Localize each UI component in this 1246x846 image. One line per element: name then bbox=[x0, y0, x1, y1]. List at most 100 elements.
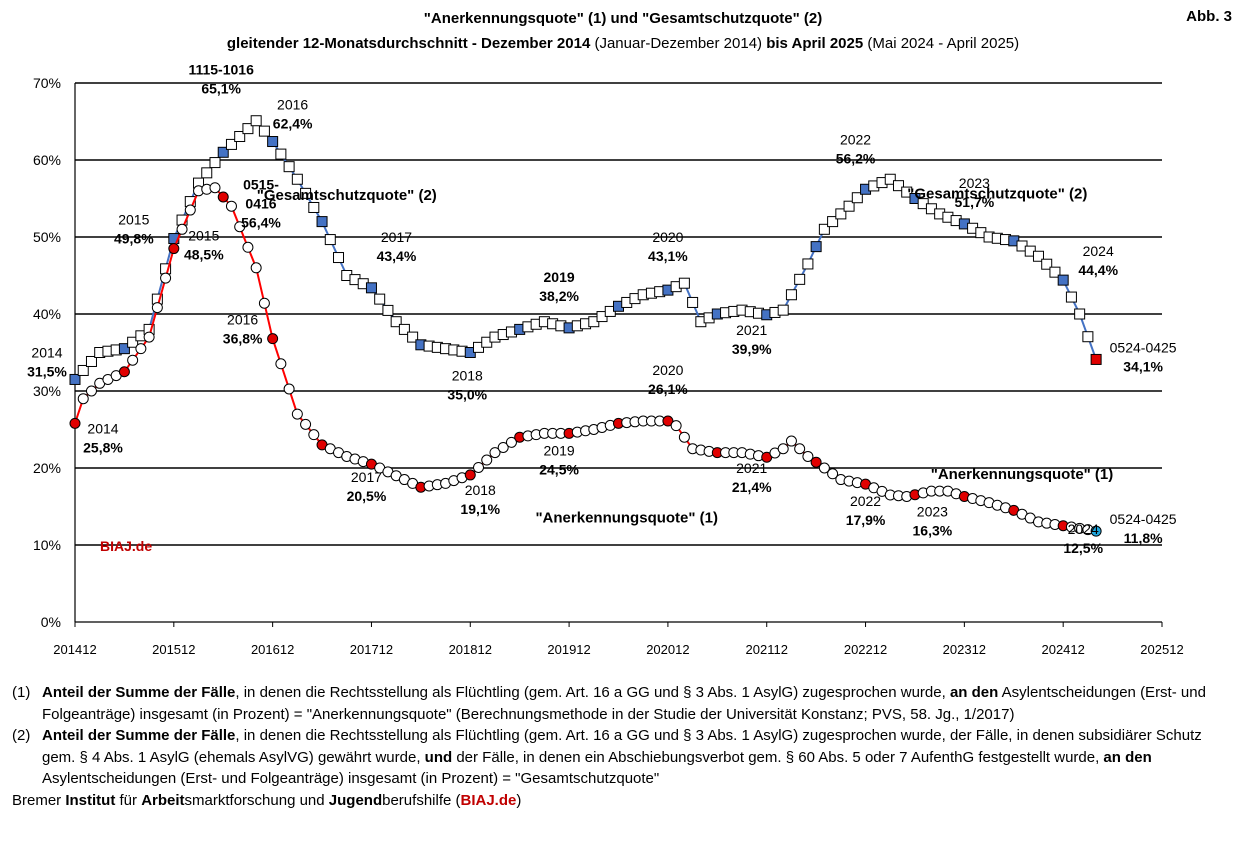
y-tick-label: 20% bbox=[33, 460, 61, 476]
data-point bbox=[333, 252, 345, 264]
x-tick-label: 201712 bbox=[350, 642, 393, 657]
y-tick-label: 10% bbox=[33, 537, 61, 553]
footer-text-part: smarktforschung und bbox=[184, 791, 329, 809]
data-point bbox=[901, 186, 913, 198]
data-point bbox=[291, 408, 303, 420]
data-point bbox=[827, 468, 839, 480]
data-point bbox=[794, 443, 806, 455]
data-label: 2024 44,4% bbox=[1078, 243, 1118, 278]
data-point bbox=[209, 157, 221, 169]
line-chart: 0% 10% 20% 30% 40% 50% 60% 70% 201412 201512 20161… bbox=[27, 62, 1184, 657]
data-point bbox=[300, 187, 312, 199]
data-label: 2017 43,4% bbox=[377, 229, 417, 264]
footnote-text-part: und bbox=[424, 748, 453, 766]
data-point bbox=[464, 469, 476, 481]
subtitle-part: bis April 2025 bbox=[766, 35, 864, 52]
footnotes: (1) Anteil der Summe der Fälle, in denen … bbox=[12, 682, 1232, 811]
data-point bbox=[827, 216, 839, 228]
data-point bbox=[802, 450, 814, 462]
data-point bbox=[678, 277, 690, 289]
data-point bbox=[118, 366, 130, 378]
watermark: BIAJ.de bbox=[100, 538, 152, 554]
data-label: 2018 19,1% bbox=[460, 482, 500, 517]
data-point bbox=[250, 115, 262, 127]
data-point bbox=[810, 456, 822, 468]
x-tick-label: 202112 bbox=[746, 642, 788, 657]
data-point bbox=[250, 262, 262, 274]
data-point bbox=[267, 136, 279, 148]
data-point bbox=[118, 343, 130, 355]
x-tick-label: 201412 bbox=[53, 642, 96, 657]
data-point bbox=[85, 355, 97, 367]
data-point bbox=[365, 282, 377, 294]
footnote-text-part: , in denen die Rechtsstellung als Flücht… bbox=[235, 684, 950, 701]
footnote-text: Anteil der Summe der Fälle, in denen die… bbox=[42, 682, 1232, 725]
data-point bbox=[316, 216, 328, 228]
data-point bbox=[1057, 274, 1069, 286]
footer-text-part: BIAJ.de bbox=[460, 791, 517, 809]
data-point bbox=[785, 435, 797, 447]
data-point bbox=[291, 173, 303, 185]
data-point bbox=[818, 223, 830, 235]
data-point bbox=[258, 297, 270, 309]
data-point bbox=[143, 331, 155, 343]
data-point bbox=[168, 243, 180, 255]
x-tick-label: 202412 bbox=[1041, 642, 1084, 657]
footer-text-part: Jugend bbox=[328, 791, 383, 809]
data-point bbox=[242, 241, 254, 253]
data-point bbox=[1090, 353, 1102, 365]
x-tick-label: 201912 bbox=[547, 642, 590, 657]
data-label: 2020 43,1% bbox=[648, 229, 688, 264]
data-point bbox=[300, 418, 312, 430]
footer-source: Bremer Institut für Arbeitsmarktforschun… bbox=[12, 790, 1232, 812]
data-point bbox=[818, 462, 830, 474]
data-point bbox=[398, 323, 410, 335]
data-point bbox=[267, 333, 279, 345]
data-point bbox=[225, 200, 237, 212]
data-label: 2021 39,9% bbox=[732, 322, 772, 357]
data-point bbox=[1074, 308, 1086, 320]
data-point bbox=[835, 208, 847, 220]
data-point bbox=[201, 167, 213, 179]
data-label: 2016 36,8% bbox=[223, 312, 263, 347]
data-point bbox=[225, 138, 237, 150]
data-point bbox=[802, 258, 814, 270]
chart-subtitle: gleitender 12-Monatsdurchschnitt - Dezem… bbox=[0, 35, 1246, 52]
data-label: 2023 51,7% bbox=[955, 175, 995, 210]
data-point bbox=[85, 385, 97, 397]
data-point bbox=[1032, 250, 1044, 262]
x-tick-label: 202512 bbox=[1140, 642, 1183, 657]
data-point bbox=[678, 431, 690, 443]
footnote-text-part: , in denen die Rechtsstellung als Flücht… bbox=[42, 727, 1202, 766]
data-point bbox=[390, 316, 402, 328]
data-label: 2022 56,2% bbox=[836, 131, 876, 166]
data-point bbox=[308, 429, 320, 441]
data-point bbox=[135, 343, 147, 355]
data-point bbox=[777, 304, 789, 316]
data-point bbox=[176, 223, 188, 235]
data-point bbox=[777, 443, 789, 455]
data-label: 2021 21,4% bbox=[732, 460, 772, 495]
data-point bbox=[785, 289, 797, 301]
data-point bbox=[324, 234, 336, 246]
data-point bbox=[407, 331, 419, 343]
data-label: 2020 26,1% bbox=[648, 362, 688, 397]
subtitle-part: (Januar-Dezember 2014) bbox=[590, 35, 767, 52]
data-point bbox=[283, 161, 295, 173]
x-tick-label: 202312 bbox=[943, 642, 986, 657]
data-point bbox=[843, 200, 855, 212]
data-label: 2023 16,3% bbox=[913, 503, 953, 538]
data-point bbox=[1082, 331, 1094, 343]
subtitle-part: (Mai 2024 - April 2025) bbox=[863, 35, 1020, 52]
data-point bbox=[687, 296, 699, 308]
footnote: (1) Anteil der Summe der Fälle, in denen … bbox=[12, 682, 1232, 725]
data-point bbox=[234, 131, 246, 143]
data-point bbox=[275, 148, 287, 160]
footer-text-part: Arbeit bbox=[141, 791, 185, 809]
y-tick-label: 50% bbox=[33, 229, 61, 245]
data-point bbox=[1041, 258, 1053, 270]
chart-title: "Anerkennungsquote" (1) und "Gesamtschut… bbox=[423, 10, 823, 27]
data-point bbox=[1090, 525, 1102, 537]
data-point bbox=[217, 146, 229, 158]
series-name-label: "Gesamtschutzquote" (2) bbox=[257, 187, 437, 204]
